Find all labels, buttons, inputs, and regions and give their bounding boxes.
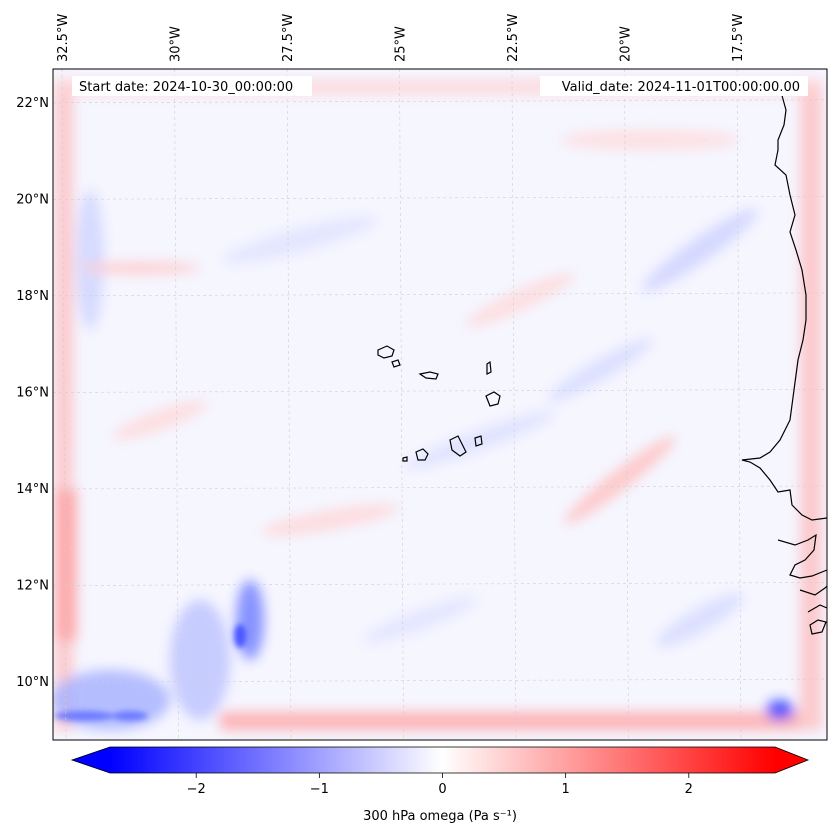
island-santo-antao	[377, 345, 395, 359]
island-sao-vicente	[391, 359, 401, 368]
latitude-tick-label: 12°N	[16, 579, 49, 594]
latitude-tick-label: 22°N	[16, 96, 49, 111]
island-fogo	[415, 448, 429, 461]
meridian-line	[511, 69, 517, 740]
meridian-line	[174, 69, 179, 740]
island-brava	[402, 456, 408, 462]
longitude-tick-label: 20°W	[619, 26, 634, 62]
start-date-label: Start date: 2024-10-30_00:00:00	[79, 80, 293, 95]
latitude-tick-label: 18°N	[16, 289, 49, 304]
colorbar-tick-label: 1	[562, 782, 570, 797]
colorbar: −2 −1 0 1 2 300 hPa omega (Pa s⁻¹)	[70, 746, 810, 824]
longitude-tick-label: 30°W	[169, 26, 184, 62]
valid-date-label: Valid_date: 2024-11-01T00:00:00.00	[562, 80, 800, 95]
omega-field	[53, 69, 827, 740]
coastline-south	[777, 533, 827, 579]
latitude-tick-label: 20°N	[16, 192, 49, 207]
colorbar-extend-max	[775, 747, 808, 773]
colorbar-tick-label: 0	[438, 782, 446, 797]
island-maio	[474, 435, 483, 447]
coastline-lower	[799, 585, 827, 635]
longitude-tick-label: 27.5°W	[281, 14, 296, 62]
colorbar-tick-label: −2	[187, 782, 206, 797]
longitude-tick-label: 17.5°W	[731, 14, 746, 62]
longitude-tick-label: 22.5°W	[506, 14, 521, 62]
island-sao-nicolau	[418, 371, 439, 380]
colorbar-bar	[110, 747, 775, 773]
colorbar-tick-label: 2	[685, 782, 693, 797]
longitude-tick-label: 32.5°W	[56, 14, 71, 62]
meridian-line	[736, 69, 742, 740]
valid-date-box	[540, 76, 808, 96]
meridian-line	[399, 69, 404, 740]
latitude-labels: 22°N 20°N 18°N 16°N 14°N 12°N 10°N	[16, 96, 49, 690]
colorbar-label: 300 hPa omega (Pa s⁻¹)	[363, 809, 517, 824]
meridian-line	[61, 69, 67, 740]
latitude-tick-label: 14°N	[16, 482, 49, 497]
colorbar-tick-label: −1	[310, 782, 329, 797]
colorbar-ticks: −2 −1 0 1 2	[187, 773, 693, 797]
latitude-tick-label: 16°N	[16, 385, 49, 400]
start-date-box	[72, 76, 312, 96]
coastlines	[377, 91, 827, 635]
island-santiago	[449, 435, 467, 457]
latitude-tick-label: 10°N	[16, 675, 49, 690]
meridian-line	[624, 69, 629, 740]
meridian-line	[286, 69, 292, 740]
colorbar-extend-min	[72, 747, 110, 773]
longitude-tick-label: 25°W	[394, 26, 409, 62]
island-boa-vista	[485, 391, 501, 407]
map-gridlines	[53, 69, 827, 740]
longitude-labels: 32.5°W 30°W 27.5°W 25°W 22.5°W 20°W 17.5°W	[56, 14, 746, 62]
island-sal	[486, 360, 492, 375]
map-frame	[52, 68, 828, 741]
colorbar-outline	[70, 746, 810, 774]
african-coastline	[741, 91, 827, 521]
